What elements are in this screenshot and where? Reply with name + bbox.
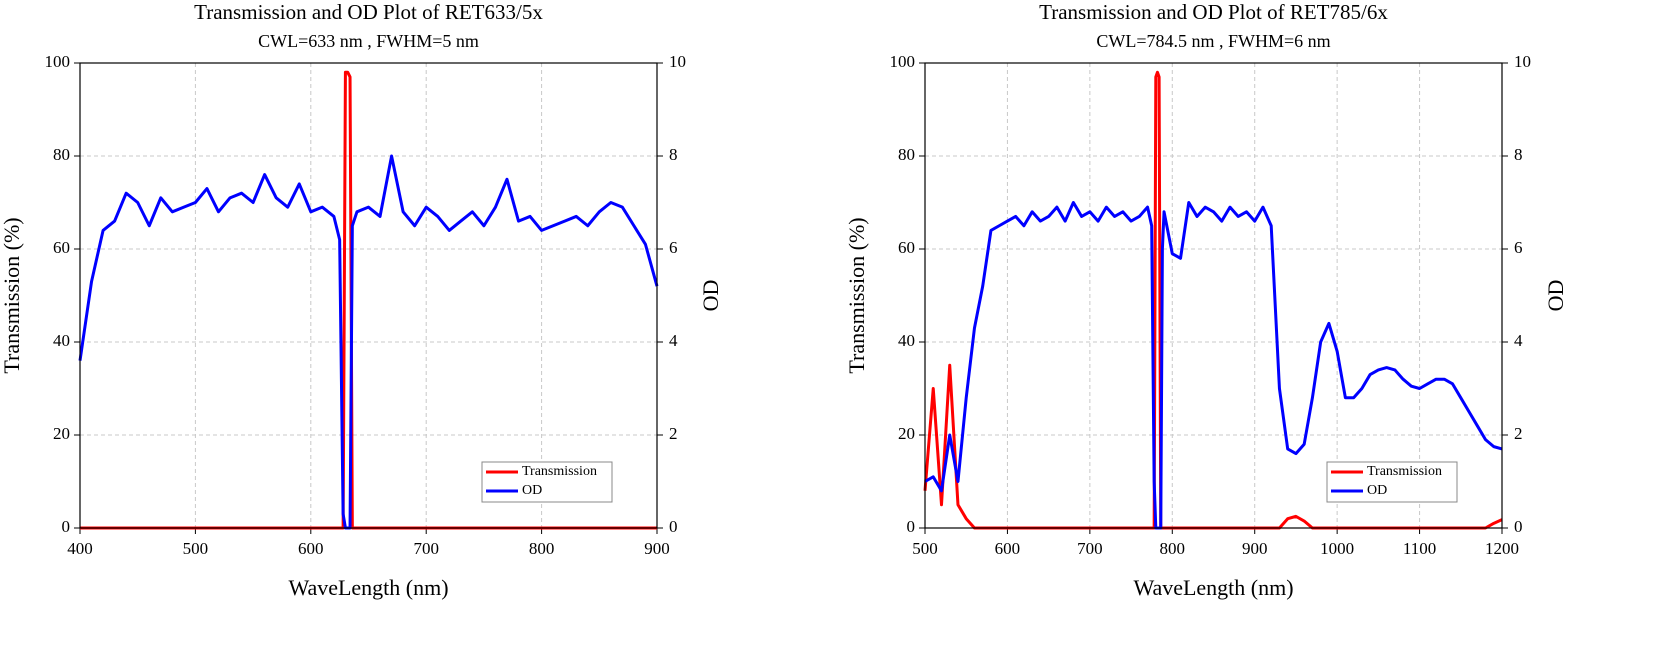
x-tick-label: 1000 <box>1320 539 1354 558</box>
x-tick-label: 500 <box>912 539 938 558</box>
x-tick-label: 700 <box>1077 539 1103 558</box>
plot-frame <box>924 62 1503 529</box>
y-axis-label: Transmission (%) <box>844 217 869 373</box>
chart-title: Transmission and OD Plot of RET785/6x <box>1039 0 1388 24</box>
series-line <box>923 70 1503 530</box>
y2-tick-label: 10 <box>669 52 686 71</box>
y2-axis-label: OD <box>1543 280 1568 312</box>
y-tick-label: 100 <box>45 52 71 71</box>
y-tick-label: 80 <box>53 145 70 164</box>
y2-tick-label: 10 <box>1514 52 1531 71</box>
y2-tick-label: 2 <box>669 424 678 443</box>
x-tick-label: 900 <box>1242 539 1268 558</box>
x-tick-label: 400 <box>67 539 93 558</box>
y-axis-label: Transmission (%) <box>0 217 24 373</box>
x-tick-label: 1200 <box>1485 539 1519 558</box>
y-tick-label: 0 <box>62 517 71 536</box>
chart-title: Transmission and OD Plot of RET633/5x <box>194 0 543 24</box>
y2-tick-label: 6 <box>669 238 678 257</box>
legend-label: Transmission <box>522 464 597 479</box>
x-tick-label: 500 <box>183 539 209 558</box>
x-tick-label: 700 <box>413 539 439 558</box>
y2-tick-label: 8 <box>1514 145 1523 164</box>
y-tick-label: 60 <box>53 238 70 257</box>
legend-label: OD <box>1367 483 1387 498</box>
y-tick-label: 20 <box>898 424 915 443</box>
x-tick-label: 900 <box>644 539 670 558</box>
y-tick-label: 100 <box>890 52 916 71</box>
y-tick-label: 40 <box>898 331 915 350</box>
x-tick-label: 800 <box>1160 539 1186 558</box>
y-tick-label: 40 <box>53 331 70 350</box>
x-tick-label: 600 <box>298 539 324 558</box>
y2-tick-label: 0 <box>1514 517 1523 536</box>
y2-tick-label: 2 <box>1514 424 1523 443</box>
series-line <box>80 70 657 530</box>
y-tick-label: 0 <box>907 517 916 536</box>
legend-label: OD <box>522 483 542 498</box>
x-axis-label: WaveLength (nm) <box>1133 575 1293 600</box>
x-axis-label: WaveLength (nm) <box>288 575 448 600</box>
y-tick-label: 80 <box>898 145 915 164</box>
x-tick-label: 800 <box>529 539 555 558</box>
y-tick-label: 20 <box>53 424 70 443</box>
y2-tick-label: 4 <box>1514 331 1523 350</box>
y2-tick-label: 8 <box>669 145 678 164</box>
y-tick-label: 60 <box>898 238 915 257</box>
legend-label: Transmission <box>1367 464 1442 479</box>
series-line <box>78 154 659 530</box>
y2-tick-label: 0 <box>669 517 678 536</box>
series-line <box>924 201 1503 530</box>
y2-tick-label: 4 <box>669 331 678 350</box>
x-tick-label: 600 <box>995 539 1021 558</box>
chart-subtitle: CWL=784.5 nm , FWHM=6 nm <box>1096 31 1330 51</box>
legend-box <box>1326 461 1458 503</box>
x-tick-label: 1100 <box>1403 539 1436 558</box>
chart-subtitle: CWL=633 nm , FWHM=5 nm <box>258 31 479 51</box>
y2-axis-label: OD <box>698 280 723 312</box>
plot-frame <box>79 62 658 529</box>
legend-box <box>481 461 613 503</box>
y2-tick-label: 6 <box>1514 238 1523 257</box>
